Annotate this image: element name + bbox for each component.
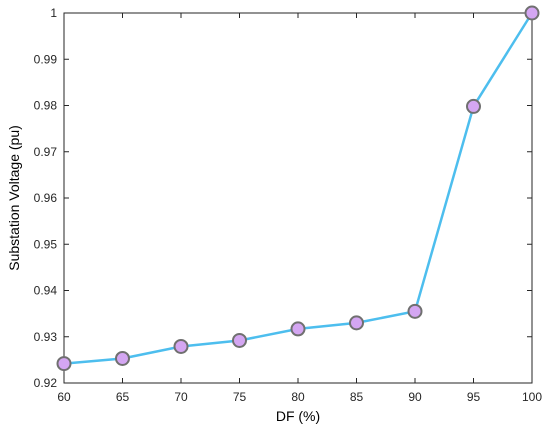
y-tick-label: 1 — [50, 6, 57, 20]
y-tick-label: 0.99 — [34, 52, 58, 66]
y-tick-label: 0.96 — [34, 191, 58, 205]
x-tick-label: 85 — [350, 390, 364, 404]
data-point — [232, 332, 247, 348]
x-tick-label: 70 — [174, 390, 188, 404]
y-tick-label: 0.97 — [34, 145, 58, 159]
data-point — [407, 303, 423, 319]
y-tick-label: 0.95 — [34, 237, 58, 251]
x-tick-label: 60 — [57, 390, 71, 404]
data-point — [115, 350, 130, 366]
x-tick-label: 75 — [233, 390, 247, 404]
x-tick-label: 80 — [291, 390, 305, 404]
x-tick-label: 100 — [522, 390, 542, 404]
data-point — [290, 321, 306, 337]
x-axis-title: DF (%) — [276, 408, 320, 424]
data-point — [173, 338, 189, 354]
data-point — [349, 315, 364, 331]
tick-marks — [63, 12, 533, 384]
x-tick-label: 65 — [116, 390, 130, 404]
y-tick-label: 0.94 — [34, 284, 58, 298]
y-axis-title: Substation Voltage (pu) — [6, 125, 22, 271]
x-tick-label: 90 — [408, 390, 422, 404]
data-points — [56, 5, 540, 372]
y-tick-label: 0.93 — [34, 330, 58, 344]
y-tick-label: 0.98 — [34, 99, 58, 113]
y-tick-label: 0.92 — [34, 376, 58, 390]
data-point — [56, 356, 72, 372]
y-tick-labels: 0.92 0.93 0.94 0.95 0.96 0.97 0.98 0.99 1 — [34, 6, 58, 390]
data-point — [466, 98, 481, 114]
plot-area — [63, 12, 533, 384]
data-point — [524, 5, 540, 21]
x-tick-label: 95 — [467, 390, 481, 404]
x-tick-labels: 60 65 70 75 80 85 90 95 100 — [57, 390, 542, 404]
